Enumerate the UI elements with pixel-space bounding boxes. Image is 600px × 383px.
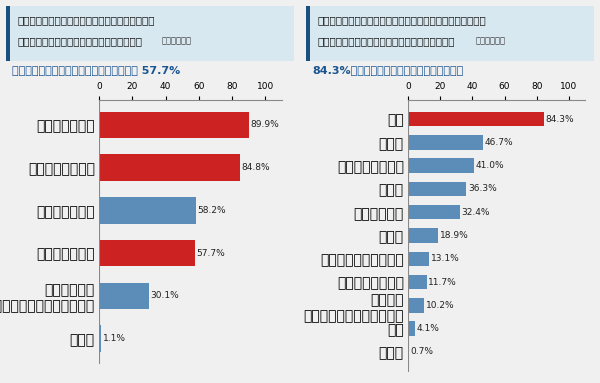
- Text: 41.0%: 41.0%: [476, 161, 504, 170]
- Text: （複数回答）: （複数回答）: [161, 36, 191, 45]
- Bar: [99, 111, 248, 138]
- Text: 57.7%: 57.7%: [197, 249, 226, 258]
- Bar: [99, 325, 101, 352]
- Bar: [408, 228, 439, 243]
- Bar: [408, 112, 544, 126]
- Text: 利用する場合、どこで使うことが多いですか: 利用する場合、どこで使うことが多いですか: [17, 36, 142, 46]
- Text: （複数回答）: （複数回答）: [476, 36, 506, 45]
- Text: 18.9%: 18.9%: [440, 231, 469, 240]
- Bar: [408, 345, 409, 359]
- Text: 58.2%: 58.2%: [197, 206, 226, 215]
- Bar: [99, 240, 195, 266]
- Text: 36.3%: 36.3%: [468, 185, 497, 193]
- Text: 利用する頻度がもっとも高い場所はどこですか？: 利用する頻度がもっとも高い場所はどこですか？: [317, 36, 455, 46]
- Text: 89.9%: 89.9%: [250, 120, 279, 129]
- Text: （ｎ＝1031）: （ｎ＝1031）: [535, 382, 580, 383]
- Text: 13.1%: 13.1%: [431, 254, 460, 264]
- Text: 84.8%: 84.8%: [242, 163, 271, 172]
- Bar: [408, 298, 424, 313]
- Text: 0.7%: 0.7%: [411, 347, 434, 357]
- Text: 学校内や通学中での利用が大半。授業中も 57.7%: 学校内や通学中での利用が大半。授業中も 57.7%: [12, 65, 180, 75]
- Text: 就職活動で携帯電話（スマートフォンを含む）を: 就職活動で携帯電話（スマートフォンを含む）を: [17, 15, 155, 25]
- Text: 学校内で就活を行う際、携帯電話（スマートフォン含む）を: 学校内で就活を行う際、携帯電話（スマートフォン含む）を: [317, 15, 486, 25]
- Text: 30.1%: 30.1%: [151, 291, 179, 300]
- Bar: [99, 154, 240, 181]
- Bar: [408, 135, 483, 150]
- Text: 84.3%が最も利用する場所は「教室」と回答: 84.3%が最も利用する場所は「教室」と回答: [312, 65, 463, 75]
- Text: 1.1%: 1.1%: [103, 334, 125, 343]
- Bar: [408, 159, 474, 173]
- Bar: [408, 321, 415, 336]
- Bar: [99, 197, 196, 224]
- Bar: [408, 205, 460, 219]
- Bar: [408, 275, 427, 289]
- Text: 84.3%: 84.3%: [545, 115, 574, 124]
- Bar: [408, 182, 466, 196]
- Text: 32.4%: 32.4%: [462, 208, 490, 217]
- Bar: [408, 252, 429, 266]
- Text: 10.2%: 10.2%: [426, 301, 455, 310]
- Text: 46.7%: 46.7%: [485, 138, 514, 147]
- Text: 11.7%: 11.7%: [428, 278, 457, 286]
- Bar: [99, 283, 149, 309]
- Text: 4.1%: 4.1%: [416, 324, 439, 333]
